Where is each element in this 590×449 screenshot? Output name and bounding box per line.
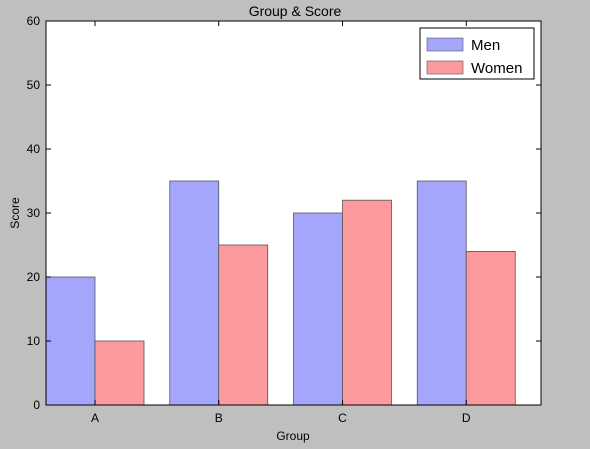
y-tick-label-30: 30 bbox=[27, 206, 41, 220]
y-tick-label-0: 0 bbox=[33, 398, 40, 412]
x-tick-label-c: C bbox=[338, 411, 347, 425]
x-tick-label-a: A bbox=[91, 411, 99, 425]
legend-swatch-men bbox=[426, 37, 464, 52]
x-tick-label-d: D bbox=[462, 411, 471, 425]
bar-men-b bbox=[169, 180, 220, 406]
legend-swatch-women bbox=[426, 60, 464, 75]
y-axis-label: Score bbox=[8, 197, 22, 229]
y-tick-label-50: 50 bbox=[27, 78, 41, 92]
y-tick-label-20: 20 bbox=[27, 270, 41, 284]
bar-men-d bbox=[416, 180, 467, 406]
legend-label-men: Men bbox=[471, 37, 500, 54]
bar-men-a bbox=[45, 276, 96, 406]
y-tick-label-40: 40 bbox=[27, 142, 41, 156]
bar-women-b bbox=[218, 244, 269, 406]
bar-women-c bbox=[342, 199, 392, 406]
x-axis-label: Group bbox=[276, 429, 310, 443]
chart-title: Group & Score bbox=[249, 3, 342, 19]
plot-frame bbox=[45, 20, 542, 406]
legend: Men Women bbox=[419, 27, 535, 80]
bars-layer bbox=[45, 180, 516, 406]
y-tick-label-10: 10 bbox=[27, 334, 41, 348]
bar-women-a bbox=[94, 340, 145, 406]
bar-women-d bbox=[465, 250, 516, 406]
x-tick-label-b: B bbox=[215, 411, 223, 425]
bar-men-c bbox=[293, 212, 343, 406]
y-tick-label-60: 60 bbox=[27, 14, 41, 28]
legend-label-women: Women bbox=[471, 60, 522, 77]
axes-layer: A B C D 0 10 20 30 40 50 60 bbox=[27, 14, 542, 425]
